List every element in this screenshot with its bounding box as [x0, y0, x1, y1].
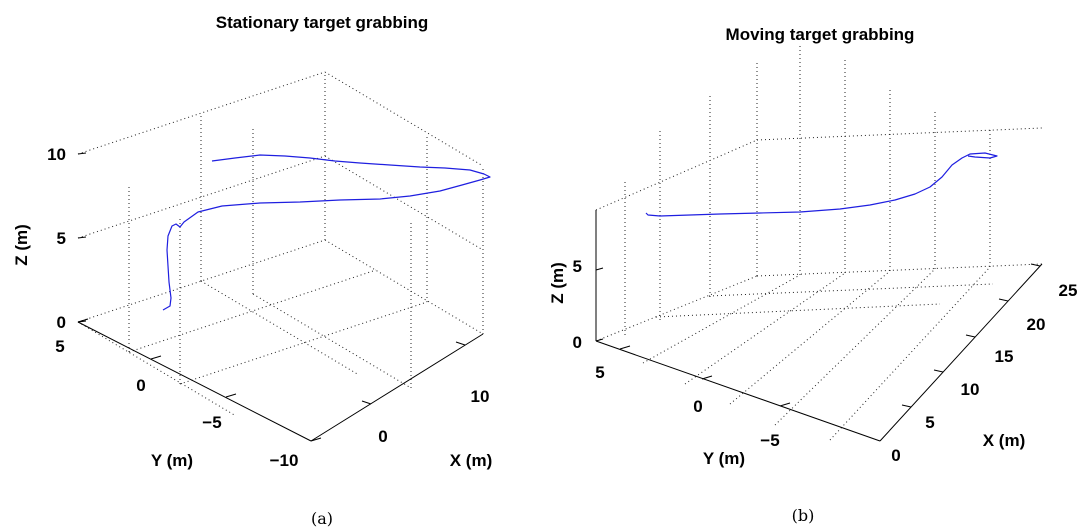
- panel-a: Stationary target grabbing 0 5 10 5 0 −5…: [12, 13, 492, 528]
- chart-a-xlabel: X (m): [450, 451, 493, 470]
- chart-a-trajectory: [162, 154, 491, 311]
- chart-a-xtick-0: 0: [378, 427, 387, 446]
- chart-a-axes: [77, 152, 484, 442]
- chart-a-zlabel: Z (m): [12, 224, 31, 266]
- chart-b-trajectory: [645, 152, 998, 217]
- chart-b-ytick-1: 0: [693, 397, 702, 416]
- chart-b-xtick-2: 10: [961, 380, 980, 399]
- chart-a-floor-grid: [77, 71, 484, 417]
- chart-a-ztick-1: 5: [57, 229, 66, 248]
- chart-a-title: Stationary target grabbing: [216, 13, 429, 32]
- panel-b: Moving target grabbing 0 5 5 0 −5 0 5 10…: [548, 25, 1077, 525]
- chart-b-floor-grid: [595, 45, 1043, 441]
- chart-a-ylabel: Y (m): [151, 451, 193, 470]
- chart-a-ytick-3: −10: [270, 451, 299, 470]
- chart-b-ztick-0: 0: [573, 333, 582, 352]
- chart-b-xtick-1: 5: [925, 413, 934, 432]
- chart-a-xtick-1: 10: [471, 387, 490, 406]
- chart-b-ylabel: Y (m): [703, 449, 745, 468]
- chart-a-ztick-0: 0: [57, 313, 66, 332]
- chart-a-ytick-0: 5: [55, 337, 64, 356]
- chart-b-ytick-2: −5: [760, 431, 779, 450]
- chart-b-xlabel: X (m): [983, 431, 1026, 450]
- chart-b-zlabel: Z (m): [548, 262, 567, 304]
- chart-b-xtick-5: 25: [1059, 281, 1078, 300]
- chart-b-ztick-1: 5: [573, 257, 582, 276]
- chart-a-ytick-2: −5: [202, 413, 221, 432]
- chart-b-ytick-0: 5: [595, 363, 604, 382]
- chart-b-caption: (b): [792, 506, 815, 525]
- chart-a-ytick-1: 0: [136, 376, 145, 395]
- chart-b-xtick-4: 20: [1027, 315, 1046, 334]
- chart-b-xtick-3: 15: [995, 347, 1014, 366]
- chart-a-caption: (a): [311, 509, 333, 528]
- chart-b-xtick-0: 0: [891, 446, 900, 465]
- chart-b-axes: [595, 210, 1043, 442]
- chart-b-title: Moving target grabbing: [726, 25, 915, 44]
- chart-a-ztick-2: 10: [47, 145, 66, 164]
